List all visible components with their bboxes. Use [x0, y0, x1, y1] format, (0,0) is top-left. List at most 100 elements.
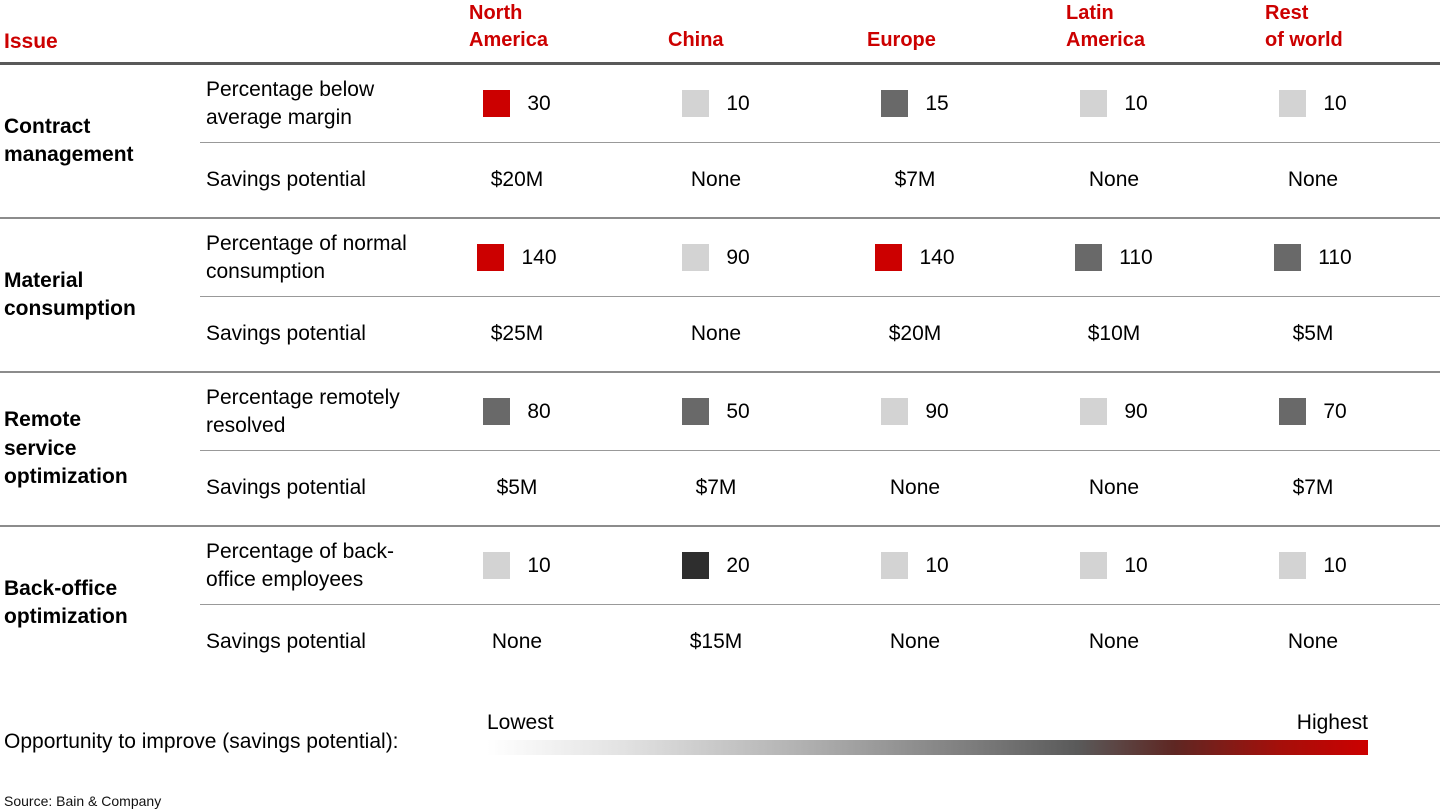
- metric-row-label: Percentage of normal consumption: [206, 231, 407, 283]
- heat-square: [1279, 90, 1307, 117]
- heat-square: [477, 244, 505, 271]
- heat-square: [1080, 398, 1108, 425]
- heat-square: [1080, 552, 1108, 579]
- issue-label: Material consumption: [4, 268, 136, 320]
- savings-row: Savings potential $5M $7M None None $7M: [200, 451, 1440, 525]
- savings-row-label: Savings potential: [206, 168, 366, 192]
- metric-value: 10: [1124, 91, 1148, 115]
- metric-value: 90: [726, 245, 750, 269]
- savings-value: None: [690, 168, 742, 191]
- heat-square: [682, 244, 710, 271]
- heat-square: [881, 90, 909, 117]
- column-header-europe: Europe: [867, 29, 936, 51]
- heat-square: [483, 398, 511, 425]
- issue-column-header: Issue: [4, 30, 58, 53]
- savings-value: $5M: [1292, 322, 1334, 345]
- metric-value: 90: [925, 399, 949, 423]
- savings-row: Savings potential $25M None $20M $10M $5…: [200, 297, 1440, 371]
- heat-square: [1080, 90, 1108, 117]
- savings-value: None: [1287, 630, 1339, 653]
- metric-cell: 70: [1241, 398, 1440, 425]
- legend-label: Opportunity to improve (savings potentia…: [4, 730, 399, 753]
- savings-value: $7M: [695, 476, 737, 499]
- metric-row-label: Percentage of back- office employees: [206, 539, 394, 591]
- savings-row: Savings potential $20M None $7M None Non…: [200, 143, 1440, 217]
- savings-value: $5M: [496, 476, 538, 499]
- savings-row-label: Savings potential: [206, 476, 366, 500]
- metric-value: 90: [1124, 399, 1148, 423]
- heat-square: [1279, 552, 1307, 579]
- metric-cell: 90: [1042, 398, 1241, 425]
- metric-row-label: Percentage below average margin: [206, 77, 375, 129]
- issue-label: Back-office optimization: [4, 576, 128, 628]
- metric-cell: 110: [1042, 244, 1241, 271]
- metric-cell: 110: [1241, 244, 1440, 271]
- metric-value: 10: [925, 553, 949, 577]
- heat-square: [483, 552, 511, 579]
- metric-value: 140: [919, 245, 955, 269]
- metric-value: 10: [1323, 553, 1347, 577]
- table-header-row: Issue North America China Europe Latin A…: [0, 0, 1440, 65]
- metric-value: 10: [1323, 91, 1347, 115]
- metric-value: 20: [726, 553, 750, 577]
- source-attribution: Source: Bain & Company: [4, 793, 162, 809]
- heat-square: [881, 552, 909, 579]
- column-header-rest-of-world: Rest of world: [1265, 2, 1343, 51]
- heat-square: [1279, 398, 1307, 425]
- metric-value: 140: [521, 245, 557, 269]
- metric-cell: 30: [445, 90, 644, 117]
- metric-value: 30: [527, 91, 551, 115]
- heat-square: [1274, 244, 1302, 271]
- column-header-north-america: North America: [469, 2, 548, 51]
- savings-value: None: [491, 630, 543, 653]
- heat-square: [483, 90, 511, 117]
- savings-value: None: [889, 630, 941, 653]
- metric-cell: 90: [843, 398, 1042, 425]
- issue-group-material-consumption: Material consumption Percentage of norma…: [0, 217, 1440, 371]
- legend-color-scale: Lowest Highest: [487, 711, 1368, 755]
- column-header-china: China: [668, 29, 724, 51]
- heat-square: [682, 398, 710, 425]
- savings-value: None: [690, 322, 742, 345]
- metric-value: 10: [1124, 553, 1148, 577]
- metric-cell: 10: [1042, 90, 1241, 117]
- heat-square: [875, 244, 903, 271]
- issue-group-remote-service-optimization: Remote service optimization Percentage r…: [0, 371, 1440, 525]
- column-header-latin-america: Latin America: [1066, 2, 1145, 51]
- savings-value: None: [1088, 168, 1140, 191]
- legend-lowest-label: Lowest: [487, 711, 554, 734]
- savings-value: $20M: [888, 322, 942, 345]
- metric-row: Percentage below average margin 30 10 15…: [200, 65, 1440, 143]
- issue-group-contract-management: Contract management Percentage below ave…: [0, 65, 1440, 217]
- metric-row: Percentage remotely resolved 80 50 90 90…: [200, 373, 1440, 451]
- metric-row: Percentage of back- office employees 10 …: [200, 527, 1440, 605]
- metric-cell: 80: [445, 398, 644, 425]
- savings-value: None: [889, 476, 941, 499]
- metric-value: 10: [527, 553, 551, 577]
- savings-value: None: [1287, 168, 1339, 191]
- heat-square: [881, 398, 909, 425]
- savings-row: Savings potential None $15M None None No…: [200, 605, 1440, 679]
- metric-cell: 10: [843, 552, 1042, 579]
- metric-cell: 10: [1241, 90, 1440, 117]
- savings-value: None: [1088, 476, 1140, 499]
- savings-value: $25M: [490, 322, 544, 345]
- metric-cell: 10: [1042, 552, 1241, 579]
- savings-value: $7M: [1292, 476, 1334, 499]
- metric-cell: 140: [445, 244, 644, 271]
- metric-value: 110: [1318, 245, 1352, 269]
- savings-row-label: Savings potential: [206, 630, 366, 654]
- issue-label: Contract management: [4, 114, 134, 166]
- metric-value: 10: [726, 91, 750, 115]
- metric-cell: 50: [644, 398, 843, 425]
- issue-label: Remote service optimization: [4, 408, 128, 489]
- savings-row-label: Savings potential: [206, 322, 366, 346]
- metric-cell: 140: [843, 244, 1042, 271]
- legend-gradient-bar: [487, 740, 1368, 755]
- savings-value: None: [1088, 630, 1140, 653]
- metric-value: 70: [1323, 399, 1347, 423]
- metric-cell: 15: [843, 90, 1042, 117]
- savings-value: $15M: [689, 630, 743, 653]
- metric-value: 110: [1119, 245, 1153, 269]
- metric-value: 80: [527, 399, 551, 423]
